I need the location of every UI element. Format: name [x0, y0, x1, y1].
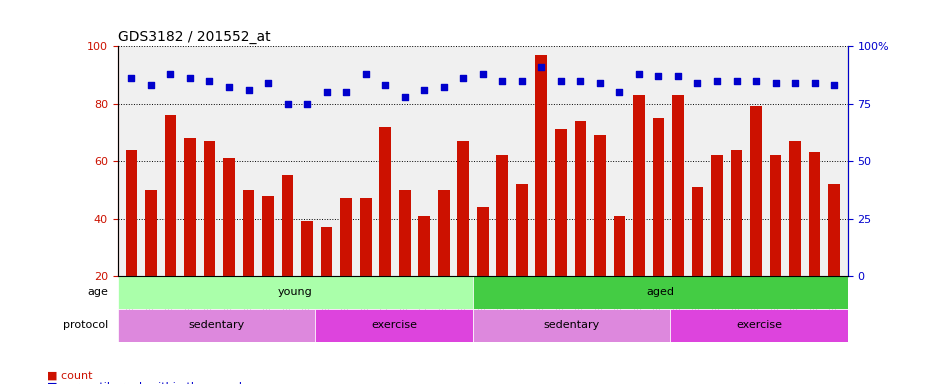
Text: protocol: protocol — [62, 320, 108, 330]
Bar — [770, 155, 782, 334]
Bar — [555, 129, 567, 334]
Text: exercise: exercise — [371, 320, 417, 330]
Text: GDS3182 / 201552_at: GDS3182 / 201552_at — [118, 30, 270, 44]
Point — [709, 78, 724, 84]
Bar — [438, 190, 449, 334]
Bar — [789, 141, 801, 334]
Bar — [321, 227, 333, 334]
Point — [261, 80, 276, 86]
Bar — [633, 95, 644, 334]
Point — [163, 71, 178, 77]
Bar — [673, 95, 684, 334]
Bar — [203, 141, 216, 334]
Bar — [380, 127, 391, 334]
Point — [651, 73, 666, 79]
Point — [202, 78, 217, 84]
Bar — [165, 115, 176, 334]
Point — [319, 89, 334, 95]
FancyBboxPatch shape — [473, 309, 670, 342]
Point — [221, 84, 236, 91]
Point — [456, 75, 471, 81]
Bar — [282, 175, 293, 334]
Bar — [691, 187, 704, 334]
Point — [475, 71, 490, 77]
Point — [826, 82, 841, 88]
Point — [280, 101, 295, 107]
FancyBboxPatch shape — [118, 276, 473, 309]
Bar — [223, 158, 235, 334]
Point — [593, 80, 608, 86]
Bar — [145, 190, 156, 334]
Point — [807, 80, 822, 86]
Point — [553, 78, 568, 84]
Text: exercise: exercise — [736, 320, 782, 330]
Point — [300, 101, 315, 107]
Point — [241, 87, 256, 93]
Point — [768, 80, 783, 86]
Bar — [340, 199, 352, 334]
Bar — [535, 55, 547, 334]
Bar — [711, 155, 723, 334]
Point — [398, 94, 413, 100]
Point — [631, 71, 646, 77]
Bar — [125, 149, 138, 334]
Point — [788, 80, 803, 86]
Point — [416, 87, 431, 93]
Bar — [653, 118, 664, 334]
Text: sedentary: sedentary — [544, 320, 600, 330]
Text: ■ percentile rank within the sample: ■ percentile rank within the sample — [47, 382, 249, 384]
Point — [729, 78, 744, 84]
Point — [514, 78, 529, 84]
Point — [183, 75, 198, 81]
Bar — [496, 155, 508, 334]
Bar — [731, 149, 742, 334]
Point — [338, 89, 353, 95]
FancyBboxPatch shape — [118, 309, 315, 342]
Bar — [398, 190, 411, 334]
Text: sedentary: sedentary — [188, 320, 245, 330]
Bar — [750, 106, 762, 334]
FancyBboxPatch shape — [315, 309, 473, 342]
Bar — [301, 222, 313, 334]
Point — [378, 82, 393, 88]
FancyBboxPatch shape — [670, 309, 848, 342]
Bar — [516, 184, 528, 334]
Text: age: age — [87, 288, 108, 298]
Bar — [243, 190, 254, 334]
Bar — [477, 207, 489, 334]
Bar — [809, 152, 820, 334]
FancyBboxPatch shape — [473, 276, 848, 309]
Point — [534, 64, 549, 70]
Text: ■ count: ■ count — [47, 370, 92, 380]
Point — [495, 78, 510, 84]
Text: young: young — [278, 288, 313, 298]
Point — [143, 82, 158, 88]
Point — [358, 71, 373, 77]
Bar — [360, 199, 371, 334]
Point — [573, 78, 588, 84]
Point — [749, 78, 764, 84]
Bar — [613, 216, 625, 334]
Point — [436, 84, 451, 91]
Point — [690, 80, 705, 86]
Bar — [575, 121, 586, 334]
Text: aged: aged — [646, 288, 674, 298]
Bar — [262, 195, 274, 334]
Point — [612, 89, 627, 95]
Point — [671, 73, 686, 79]
Bar — [418, 216, 430, 334]
Bar — [828, 184, 840, 334]
Bar — [594, 135, 606, 334]
Bar — [184, 138, 196, 334]
Point — [124, 75, 139, 81]
Bar — [458, 141, 469, 334]
